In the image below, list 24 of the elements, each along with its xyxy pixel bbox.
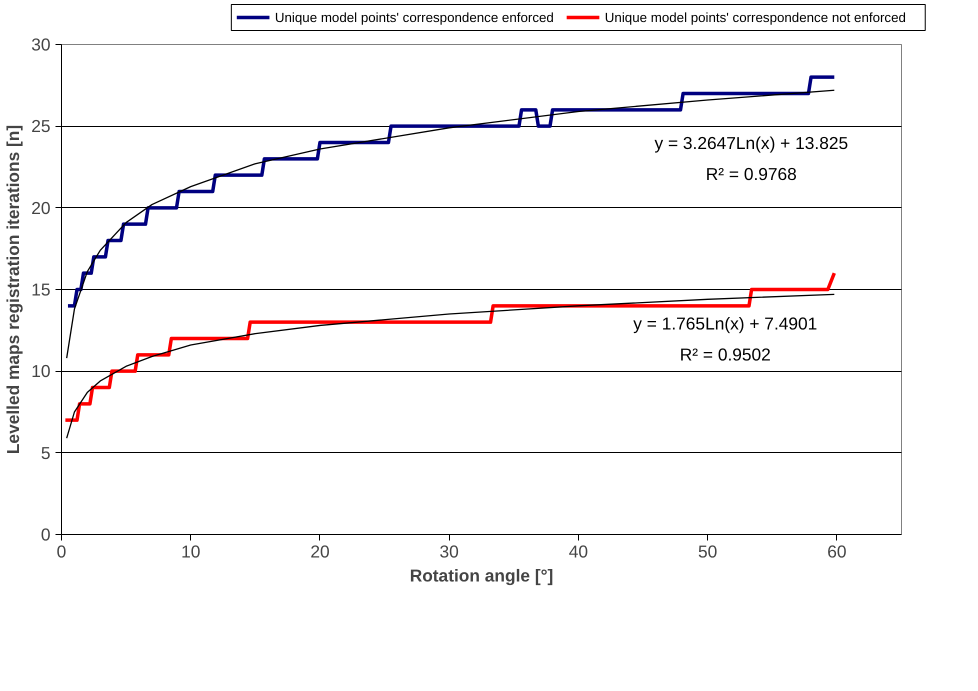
legend-label: Unique model points' correspondence enforced — [274, 10, 554, 25]
annotation: R² = 0.9768 — [706, 164, 797, 184]
y-tick-label: 20 — [31, 198, 51, 218]
y-tick-label: 30 — [31, 34, 51, 54]
legend-label: Unique model points' correspondence not enforced — [604, 10, 906, 25]
x-tick-label: 50 — [698, 542, 718, 562]
line-series — [64, 271, 836, 422]
annotation: y = 1.765Ln(x) + 7.4901 — [633, 313, 818, 334]
x-tick-label: 60 — [827, 542, 847, 562]
y-tick-label: 25 — [31, 116, 51, 136]
x-tick-label: 10 — [181, 542, 200, 562]
y-tick-label: 10 — [31, 361, 51, 382]
x-tick-label: 30 — [440, 542, 459, 562]
x-tick-label: 20 — [310, 542, 330, 562]
x-axis-title: Rotation angle [°] — [410, 566, 554, 586]
y-tick-label: 5 — [40, 442, 51, 463]
x-tick-label: 0 — [56, 542, 66, 562]
x-tick-label: 40 — [568, 542, 588, 562]
y-tick-label: 15 — [31, 280, 51, 300]
y-axis-title: Levelled maps registration iterations [n] — [3, 124, 24, 454]
annotation: y = 3.2647Ln(x) + 13.825 — [654, 133, 848, 154]
annotation: R² = 0.9502 — [680, 344, 771, 364]
line-series — [66, 294, 835, 439]
y-tick-label: 0 — [40, 524, 51, 544]
